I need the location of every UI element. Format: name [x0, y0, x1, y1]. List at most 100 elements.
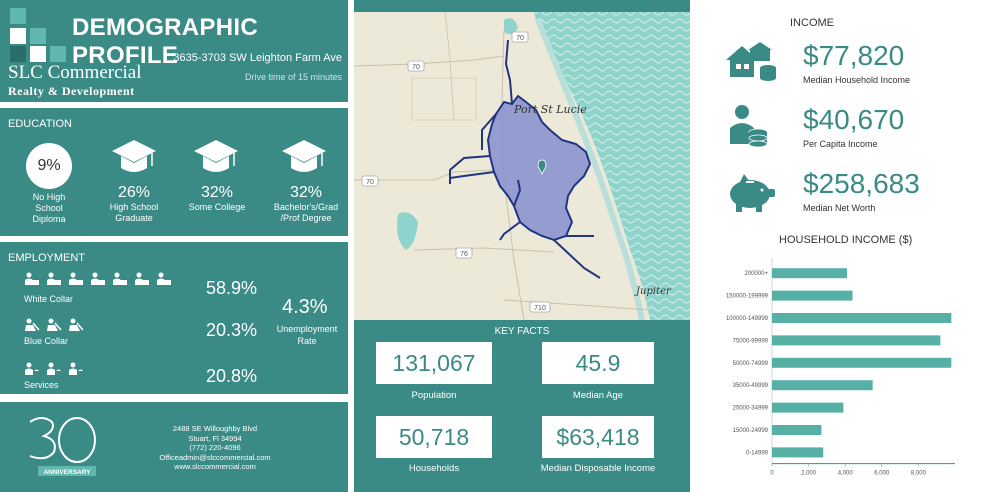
- category-label: 50000-74999: [733, 361, 769, 367]
- blue-collar-label: Blue Collar: [24, 336, 69, 346]
- piggy-bank-icon: [730, 174, 775, 212]
- header-panel: DEMOGRAPHIC PROFILE SLC Commercial Realt…: [0, 0, 348, 102]
- x-tick-label: 4,000: [838, 471, 854, 476]
- blue-collar-pct: 20.3%: [206, 320, 258, 340]
- category-label: 35000-49999: [733, 383, 769, 389]
- services-pct: 20.8%: [206, 366, 258, 386]
- road-label: 76: [460, 251, 468, 258]
- city-label-jupiter: Jupiter: [634, 286, 672, 297]
- property-address: 3635-3703 SW Leighton Farm Ave: [173, 52, 342, 64]
- map-top-bar: [354, 0, 690, 12]
- 30-anniversary-logo: ANNIVERSARY: [29, 417, 96, 476]
- x-tick-label: 2,000: [801, 471, 817, 476]
- unemployment-label-2: Rate: [297, 336, 317, 346]
- road-badge: 710: [529, 301, 551, 313]
- category-label: 200000+: [744, 271, 768, 277]
- no-diploma-pct: 9%: [37, 157, 61, 174]
- road-badge: 70: [407, 60, 425, 72]
- no-diploma-label: No High School Diploma: [18, 192, 80, 225]
- category-label: 15000-24999: [733, 428, 769, 434]
- category-label: 75000-99999: [733, 338, 769, 344]
- company-name: SLC Commercial: [8, 62, 142, 83]
- unemployment-label-1: Unemployment: [276, 324, 338, 334]
- road-label: 710: [534, 305, 546, 312]
- blue-collar-icons: [24, 318, 84, 332]
- per-capita-income-value: $40,670: [803, 104, 905, 135]
- road-badge: 70: [361, 175, 379, 187]
- median-disposable-income-value: $63,418: [542, 416, 654, 458]
- category-label: 100000-149999: [726, 316, 769, 322]
- road-badge: 70: [511, 31, 529, 43]
- income-title: INCOME: [790, 17, 834, 29]
- population-label: Population: [411, 390, 457, 401]
- service-worker-icon: [69, 362, 83, 375]
- median-age-label: Median Age: [572, 390, 624, 401]
- employment-panel: EMPLOYMENT White Collar 58.9% Blue Colla…: [0, 242, 348, 394]
- laborer-icon: [47, 318, 62, 331]
- graduation-cap-icon: [194, 140, 238, 172]
- laborer-icon: [25, 318, 40, 331]
- worker-icon: [25, 272, 39, 285]
- per-capita-income-label: Per Capita Income: [803, 139, 878, 149]
- median-net-worth-label: Median Net Worth: [803, 203, 876, 213]
- income-bar: [772, 313, 952, 323]
- white-collar-pct: 58.9%: [206, 278, 258, 298]
- graduation-cap-icon: [112, 140, 156, 172]
- worker-icon: [113, 272, 127, 285]
- road-badge: 76: [455, 247, 473, 259]
- drive-time: Drive time of 15 minutes: [244, 72, 342, 82]
- income-bar: [772, 268, 848, 279]
- education-title: EDUCATION: [8, 118, 72, 130]
- label-line: /Prof Degree: [280, 213, 332, 223]
- subject-location-pin-icon[interactable]: [537, 159, 547, 175]
- label-line: High School: [109, 202, 159, 212]
- anniversary-text: ANNIVERSARY: [43, 469, 91, 476]
- worker-icon: [135, 272, 149, 285]
- website-link[interactable]: www.slccommercial.com: [174, 462, 256, 471]
- bachelors-pct: 32%: [289, 184, 323, 201]
- x-tick-label: 6,000: [874, 471, 890, 476]
- population-value: 131,067: [376, 342, 492, 384]
- worker-icon: [157, 272, 171, 285]
- laborer-icon: [69, 318, 84, 331]
- label-line: Some College: [188, 202, 246, 212]
- income-bar: [772, 425, 822, 435]
- page-title: DEMOGRAPHIC PROFILE: [72, 14, 258, 69]
- household-income-chart-title: HOUSEHOLD INCOME ($): [779, 234, 913, 246]
- drive-time-map[interactable]: 70 70 70 76 710 Port St Lucie Jupiter: [354, 0, 690, 320]
- unemployment-pct: 4.3%: [282, 296, 328, 318]
- category-label: 150000-199999: [726, 294, 769, 300]
- map-canvas: 70 70 70 76 710 Port St Lucie Jupiter: [354, 0, 690, 320]
- label-line: No High: [32, 192, 66, 202]
- households-value: 50,718: [376, 416, 492, 458]
- label-line: Diploma: [32, 214, 66, 224]
- footer-panel: ANNIVERSARY 2488 SE Willoughby Blvd Stua…: [0, 402, 348, 492]
- x-tick-label: 8,000: [911, 471, 927, 476]
- category-label: 25000-34999: [733, 406, 769, 412]
- service-worker-icon: [47, 362, 61, 375]
- contact-info: 2488 SE Willoughby Blvd Stuart, Fl 34994…: [150, 424, 280, 472]
- label-line: Bachelor's/Grad: [273, 202, 339, 212]
- logo-squares-icon: [8, 8, 68, 62]
- office-address-2: Stuart, Fl 34994: [188, 433, 242, 443]
- some-college-pct: 32%: [200, 184, 234, 201]
- person-coins-icon: [730, 105, 768, 148]
- no-diploma-circle: 9%: [26, 143, 72, 189]
- education-panel: EDUCATION 9% No High School Diploma 26% …: [0, 108, 348, 236]
- worker-icon: [91, 272, 105, 285]
- white-collar-label: White Collar: [24, 294, 74, 304]
- services-label: Services: [24, 380, 59, 390]
- label-line: School: [35, 203, 63, 213]
- office-email-link[interactable]: Officeadmin@slccommercial.com: [159, 452, 271, 462]
- graduation-cap-icon: [282, 140, 326, 172]
- road-label: 70: [366, 179, 374, 186]
- service-worker-icon: [25, 362, 39, 375]
- income-bar: [772, 447, 824, 458]
- white-collar-icons: [24, 272, 172, 286]
- road-label: 70: [412, 64, 420, 71]
- households-label: Households: [408, 463, 460, 474]
- category-label: 0-14999: [746, 450, 769, 456]
- house-money-icon: [726, 42, 776, 81]
- household-income-chart: 200000+ 150000-199999 100000-149999 75000-9…: [726, 258, 955, 476]
- income-bar: [772, 290, 853, 301]
